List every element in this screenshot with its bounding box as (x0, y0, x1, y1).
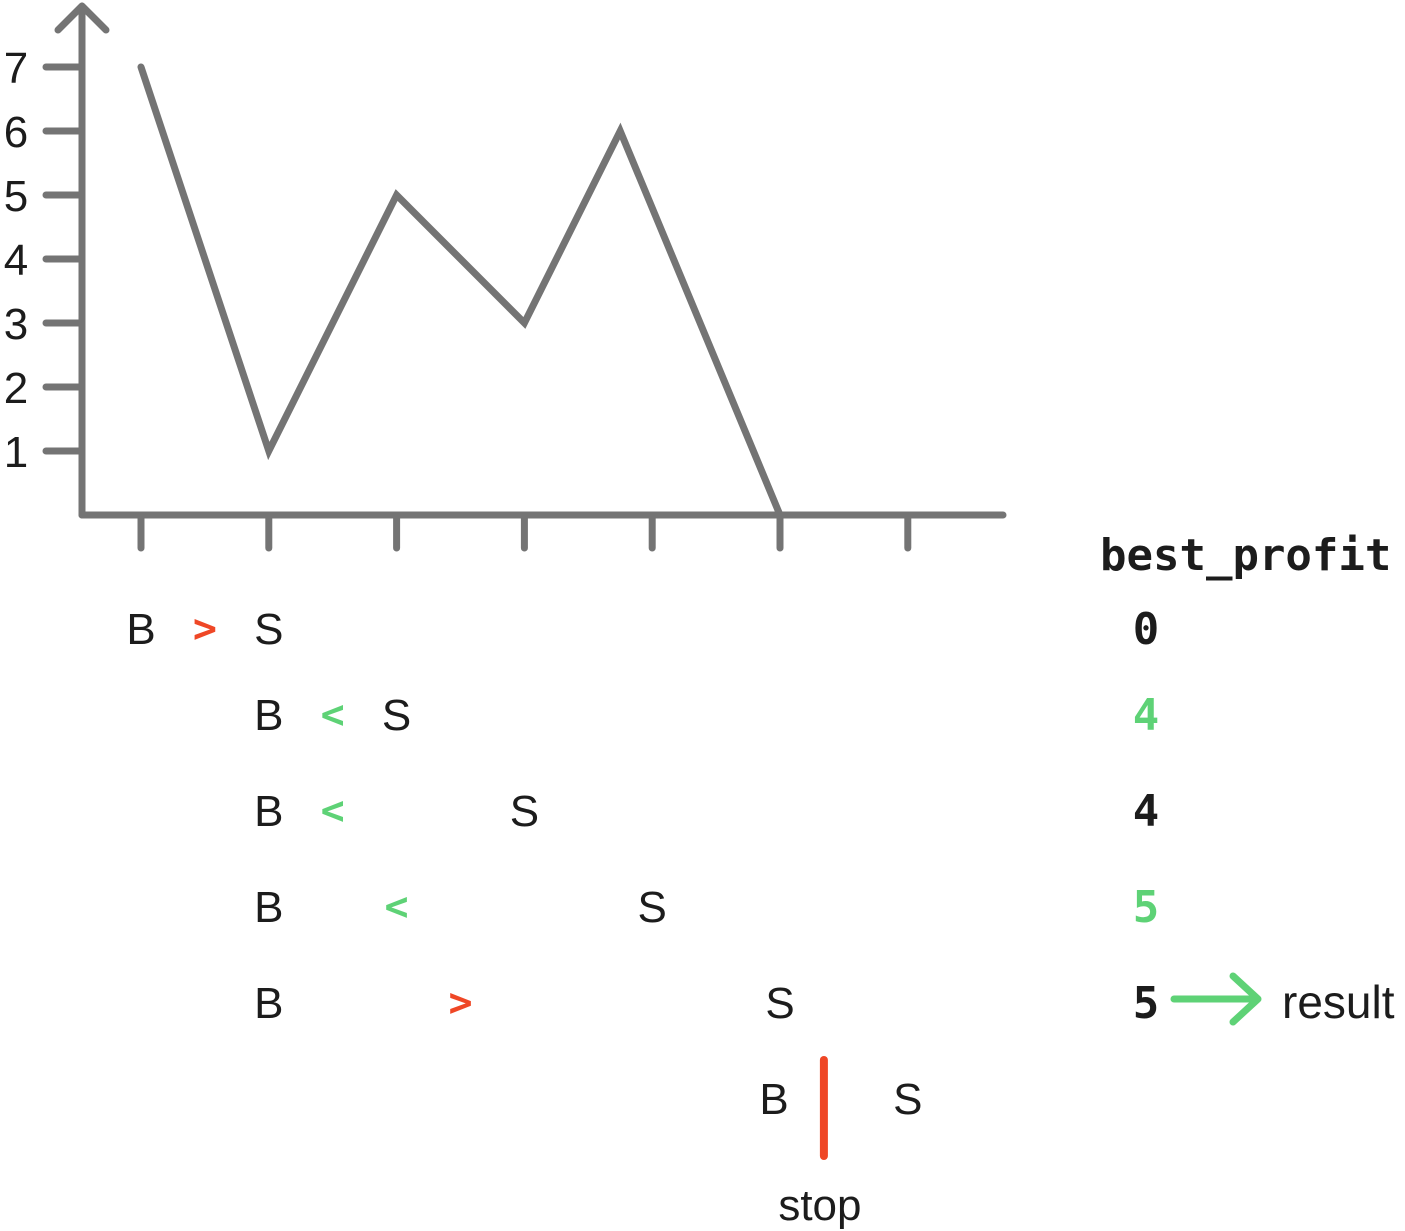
best-profit-value: 4 (1133, 690, 1160, 741)
y-tick-label: 6 (4, 108, 28, 157)
y-axis (54, 2, 110, 519)
y-tick-labels: 1 2 3 4 5 6 7 (4, 44, 28, 477)
comparison-operator: > (448, 980, 472, 1026)
sell-marker: S (254, 605, 283, 654)
y-tick-label: 5 (4, 172, 28, 221)
result-label: result (1282, 976, 1395, 1028)
y-tick-label: 1 (4, 428, 28, 477)
best-profit-value: 4 (1133, 786, 1160, 837)
y-tick-label: 3 (4, 300, 28, 349)
result-annotation: result (1170, 972, 1395, 1028)
sell-marker: S (765, 979, 794, 1028)
stop-row: B S stop (759, 1056, 922, 1230)
best-profit-header: best_profit (1100, 530, 1391, 581)
buy-marker: B (254, 883, 283, 932)
stop-label: stop (778, 1181, 861, 1230)
comparison-row: B > S 5 (254, 978, 1159, 1029)
best-profit-value: 0 (1133, 604, 1160, 655)
x-tick-marks (137, 511, 912, 552)
buy-marker: B (759, 1075, 788, 1124)
best-profit-value: 5 (1133, 978, 1160, 1029)
buy-marker: B (126, 605, 155, 654)
y-tick-marks (42, 63, 86, 455)
sell-marker: S (893, 1075, 922, 1124)
comparison-operator: < (321, 692, 345, 738)
comparison-row: B < S 4 (254, 786, 1159, 837)
comparison-row: B < S 4 (254, 690, 1159, 741)
comparison-operator: < (385, 884, 409, 930)
comparison-operator: < (321, 788, 345, 834)
comparison-rows: B > S 0 B < S 4 B < S 4 B < S 5 B > S 5 (126, 604, 1159, 1029)
price-chart: 1 2 3 4 5 6 7 (4, 2, 1007, 552)
buy-marker: B (254, 691, 283, 740)
sell-marker: S (638, 883, 667, 932)
comparison-row: B > S 0 (126, 604, 1159, 655)
buy-marker: B (254, 787, 283, 836)
buy-marker: B (254, 979, 283, 1028)
comparison-row: B < S 5 (254, 882, 1159, 933)
y-tick-label: 7 (4, 44, 28, 93)
y-tick-label: 4 (4, 236, 28, 285)
best-profit-value: 5 (1133, 882, 1160, 933)
sell-marker: S (382, 691, 411, 740)
sell-marker: S (510, 787, 539, 836)
y-tick-label: 2 (4, 364, 28, 413)
comparison-operator: > (193, 606, 217, 652)
arrow-head-icon (1229, 972, 1262, 1026)
price-line (137, 63, 784, 519)
